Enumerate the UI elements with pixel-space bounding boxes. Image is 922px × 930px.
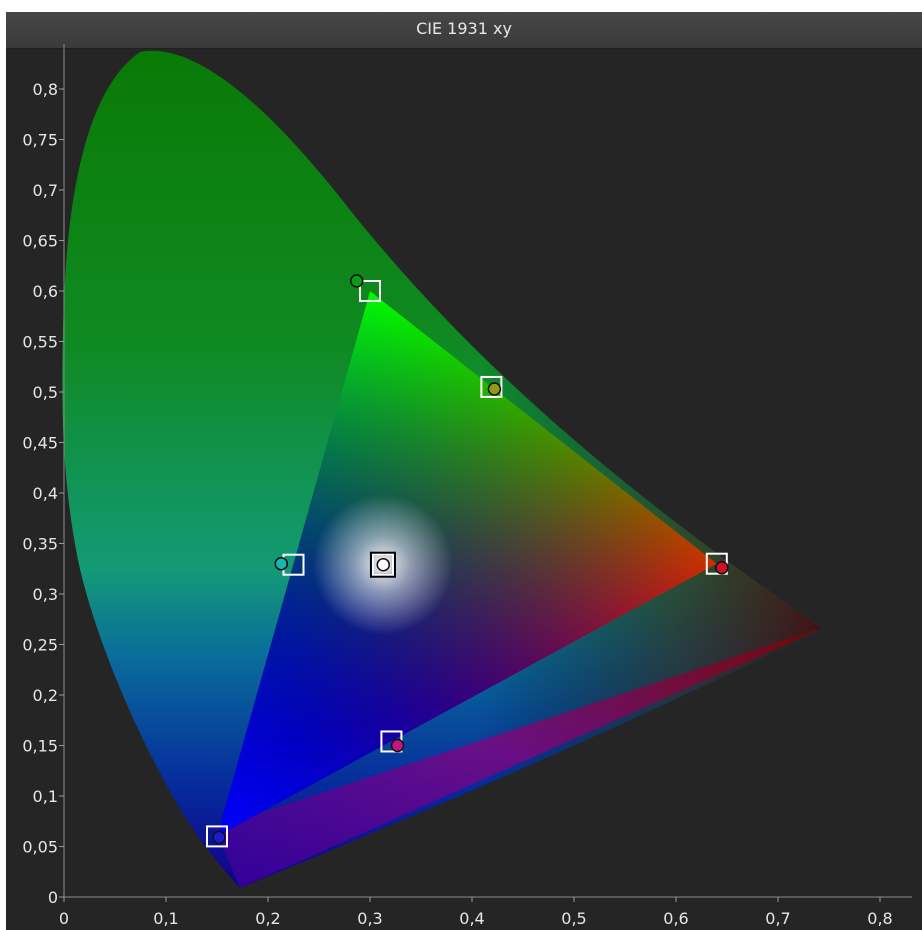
y-tick-label: 0,2 [33,686,58,705]
target-square [480,375,503,398]
y-axis-ticks: 0 0,05 0,1 0,15 0,2 0,25 0,3 0,35 0,4 0,45 0,5 0,55… [22,80,64,907]
y-tick-label: 0,1 [33,787,58,806]
target-square [359,280,381,302]
target-square [206,825,228,848]
chart-title: CIE 1931 xy [416,19,512,38]
x-tick-label: 0,6 [663,909,688,928]
axes [63,44,912,898]
y-tick-label: 0,25 [22,636,58,655]
y-tick-label: 0,8 [33,80,58,99]
y-tick-label: 0,55 [22,333,58,352]
x-axis-ticks: 0 0,1 0,2 0,3 0,4 0,5 0,6 0,7 0,8 [59,897,893,928]
x-tick-label: 0,1 [153,909,178,928]
x-tick-label: 0,7 [765,909,790,928]
gamut-triangle [217,291,717,837]
y-tick-label: 0,15 [22,737,58,756]
purple-line-region [215,628,822,888]
y-tick-label: 0,6 [33,282,58,301]
x-tick-label: 0,8 [867,909,892,928]
x-tick-label: 0,3 [357,909,382,928]
target-square [371,553,394,576]
y-tick-label: 0,65 [22,232,58,251]
x-tick-label: 0 [59,909,69,928]
y-tick-label: 0,45 [22,434,58,453]
measured-point [390,738,405,753]
title-bar: CIE 1931 xy [6,12,922,49]
x-tick-label: 0,5 [561,909,586,928]
measured-point [487,382,502,396]
measured-point [349,274,364,288]
y-tick-label: 0 [48,888,58,907]
y-tick-label: 0,35 [22,535,58,554]
y-tick-label: 0,7 [33,181,58,200]
measured-point [212,830,226,845]
y-tick-label: 0,05 [22,838,58,857]
measured-markers [212,274,729,845]
y-tick-label: 0,5 [33,383,58,402]
measured-point [715,560,729,575]
gamut-blue-fill [217,291,717,837]
measured-point [376,557,391,572]
y-tick-label: 0,4 [33,484,58,503]
gamut-colors [217,291,717,837]
x-tick-label: 0,2 [255,909,280,928]
x-tick-label: 0,4 [459,909,484,928]
y-tick-label: 0,75 [22,131,58,150]
measured-point [274,556,289,571]
y-tick-label: 0,3 [33,585,58,604]
